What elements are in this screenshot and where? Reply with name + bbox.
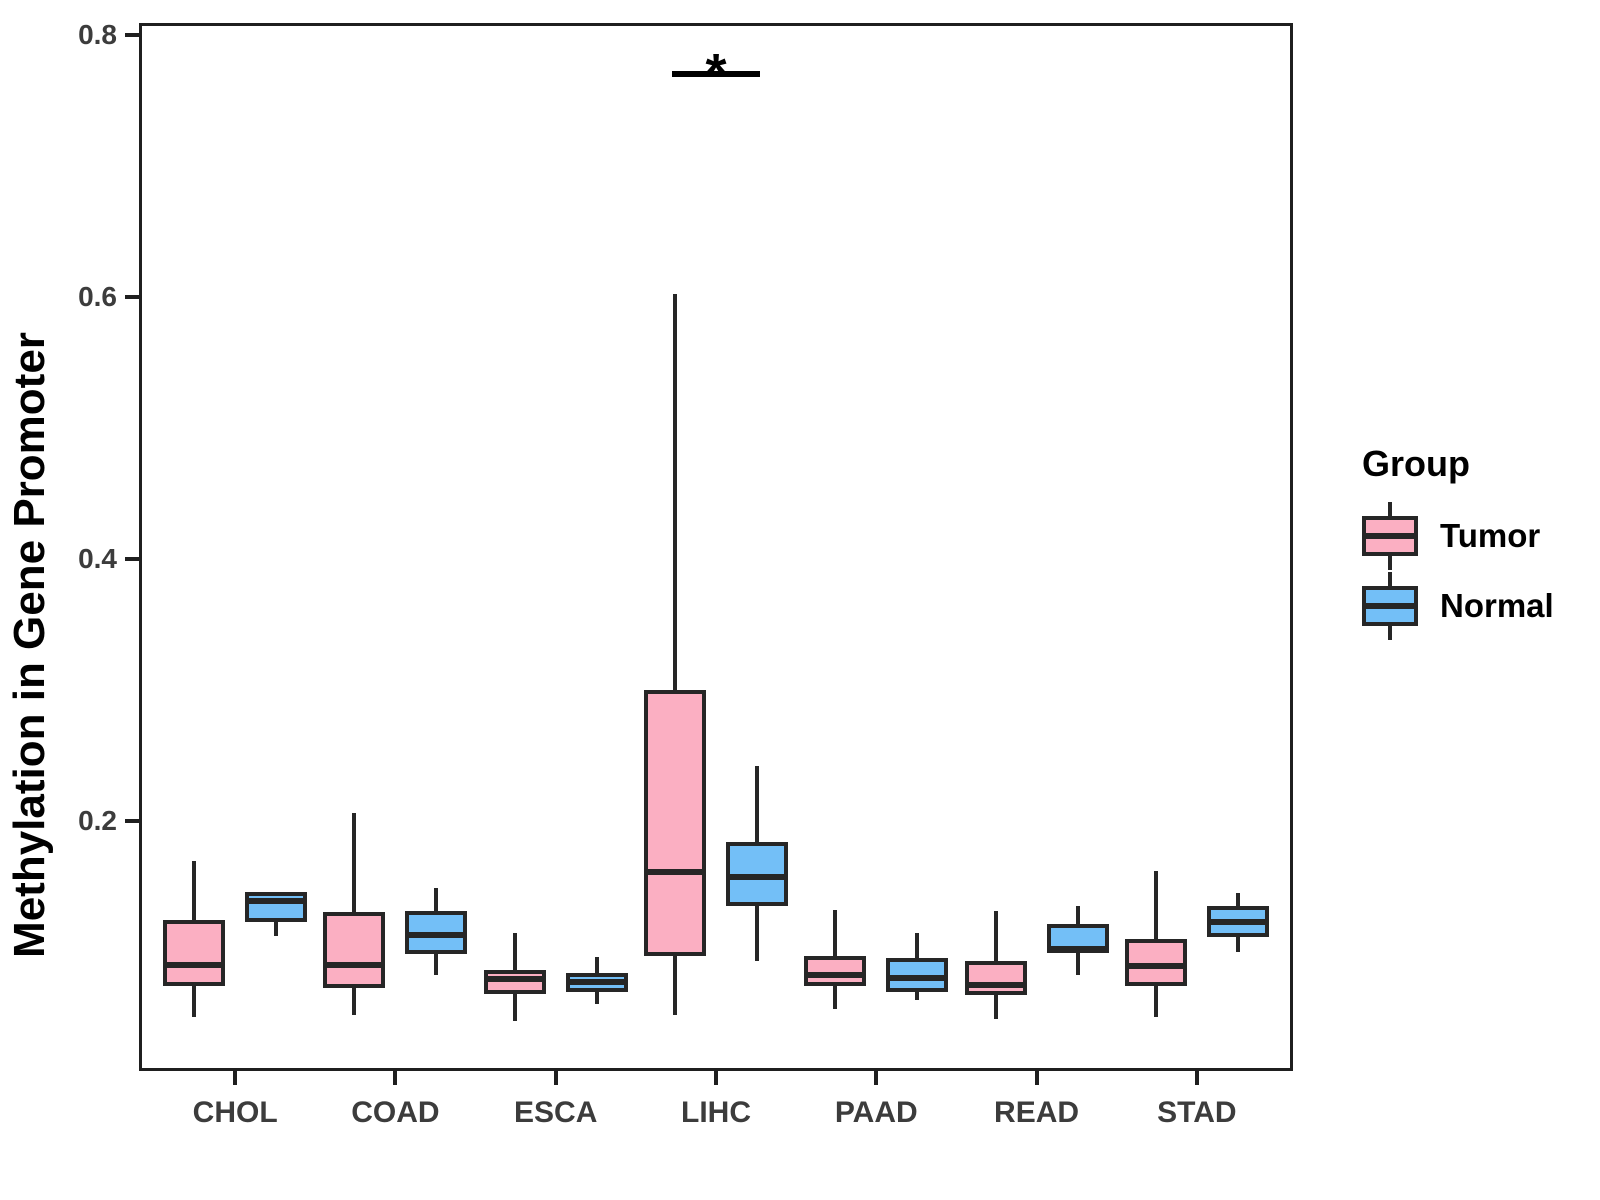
boxplot-median (1124, 963, 1187, 970)
y-axis-tick (125, 32, 139, 37)
boxplot-median (886, 974, 949, 981)
boxplot-box-tumor[interactable] (163, 920, 226, 986)
boxplot-median (726, 874, 788, 881)
y-axis-tick-label: 0.4 (78, 542, 117, 574)
legend: Group Tumor Normal (1330, 443, 1600, 641)
x-axis-tick-label: COAD (351, 1096, 440, 1129)
x-axis-tick-label: PAAD (834, 1096, 918, 1129)
y-axis-tick-label: 0.2 (78, 804, 117, 836)
legend-entry-normal[interactable]: Normal (1362, 571, 1600, 641)
x-axis-tick (714, 1071, 718, 1085)
boxplot-median (323, 961, 386, 968)
glyph-median (1362, 533, 1418, 539)
boxplot-median (644, 868, 706, 875)
boxplot-box-tumor[interactable] (964, 960, 1027, 995)
legend-label-tumor: Tumor (1440, 517, 1541, 554)
significance-line (672, 71, 760, 78)
boxplot-median (245, 897, 308, 904)
boxplot-box-tumor[interactable] (323, 912, 386, 989)
y-axis-tick (125, 818, 139, 823)
y-axis-title-text: Methylation in Gene Promoter (5, 332, 54, 958)
y-axis-tick-label: 0.8 (78, 18, 117, 50)
boxplot-median (1046, 946, 1109, 953)
boxplot-box-normal[interactable] (245, 891, 308, 922)
boxplot-box-tumor[interactable] (644, 689, 706, 956)
boxplot-box-tumor[interactable] (1124, 938, 1187, 986)
boxplot-glyph-icon (1362, 572, 1418, 640)
plot-panel-border (139, 23, 1293, 1071)
x-axis-tick-label: STAD (1157, 1096, 1237, 1129)
boxplot-glyph-icon (1362, 502, 1418, 570)
x-axis-tick-label: LIHC (681, 1096, 751, 1129)
x-axis-tick (233, 1071, 238, 1085)
x-axis-tick-label: READ (994, 1096, 1080, 1129)
boxplot-median (405, 931, 468, 938)
legend-label-normal: Normal (1440, 587, 1554, 624)
x-axis-tick-label: CHOL (192, 1096, 278, 1129)
x-axis-tick (393, 1071, 398, 1085)
boxplot-median (163, 961, 226, 968)
boxplot-median (964, 981, 1027, 988)
boxplot-whisker (673, 294, 677, 1015)
significance-star: * (705, 43, 727, 104)
boxplot-median (565, 978, 628, 985)
legend-title: Group (1362, 443, 1470, 484)
y-axis-tick (125, 556, 139, 561)
x-axis-tick (553, 1071, 558, 1085)
boxplot-median (1206, 918, 1269, 925)
x-axis-tick (1194, 1071, 1199, 1085)
x-axis-tick-label: ESCA (514, 1096, 598, 1129)
boxplot-box-tumor[interactable] (804, 955, 867, 986)
x-axis-tick (1034, 1071, 1039, 1085)
x-axis-tick (874, 1071, 879, 1085)
boxplot-median (483, 976, 546, 983)
boxplot-box-normal[interactable] (726, 841, 788, 906)
y-axis-tick (125, 294, 139, 299)
y-axis-tick-label: 0.6 (78, 280, 117, 312)
legend-entry-tumor[interactable]: Tumor (1362, 501, 1600, 571)
boxplot-median (804, 972, 867, 979)
glyph-median (1362, 603, 1418, 609)
